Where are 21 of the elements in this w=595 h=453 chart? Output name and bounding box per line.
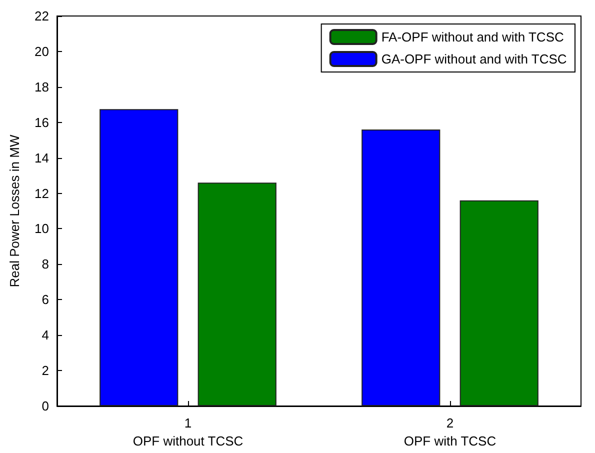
x-tick-label: 2 OPF with TCSC — [404, 416, 496, 448]
y-axis-title: Real Power Losses in MW — [7, 134, 22, 288]
y-tick-label: 14 — [34, 150, 49, 166]
y-tick-label: 2 — [42, 363, 49, 378]
y-tick-label: 0 — [42, 398, 49, 414]
bar — [198, 182, 276, 406]
bar — [100, 109, 178, 406]
y-tick-label: 20 — [34, 44, 49, 59]
y-tick-label: 10 — [34, 221, 49, 236]
bar — [362, 129, 440, 406]
y-tick-label: 6 — [42, 292, 49, 308]
legend-label: GA-OPF without and with TCSC — [381, 52, 567, 66]
y-tick-label: 18 — [34, 79, 49, 94]
y-tick-label: 16 — [34, 114, 49, 130]
y-tick-label: 22 — [34, 8, 49, 24]
y-tick-label: 8 — [42, 256, 49, 272]
x-tick-label: 1 OPF without TCSC — [132, 416, 244, 448]
y-tick-label: 4 — [42, 328, 49, 343]
bar — [460, 200, 538, 406]
y-tick-label: 12 — [34, 186, 49, 201]
legend-label: FA-OPF without and with TCSC — [381, 30, 564, 44]
